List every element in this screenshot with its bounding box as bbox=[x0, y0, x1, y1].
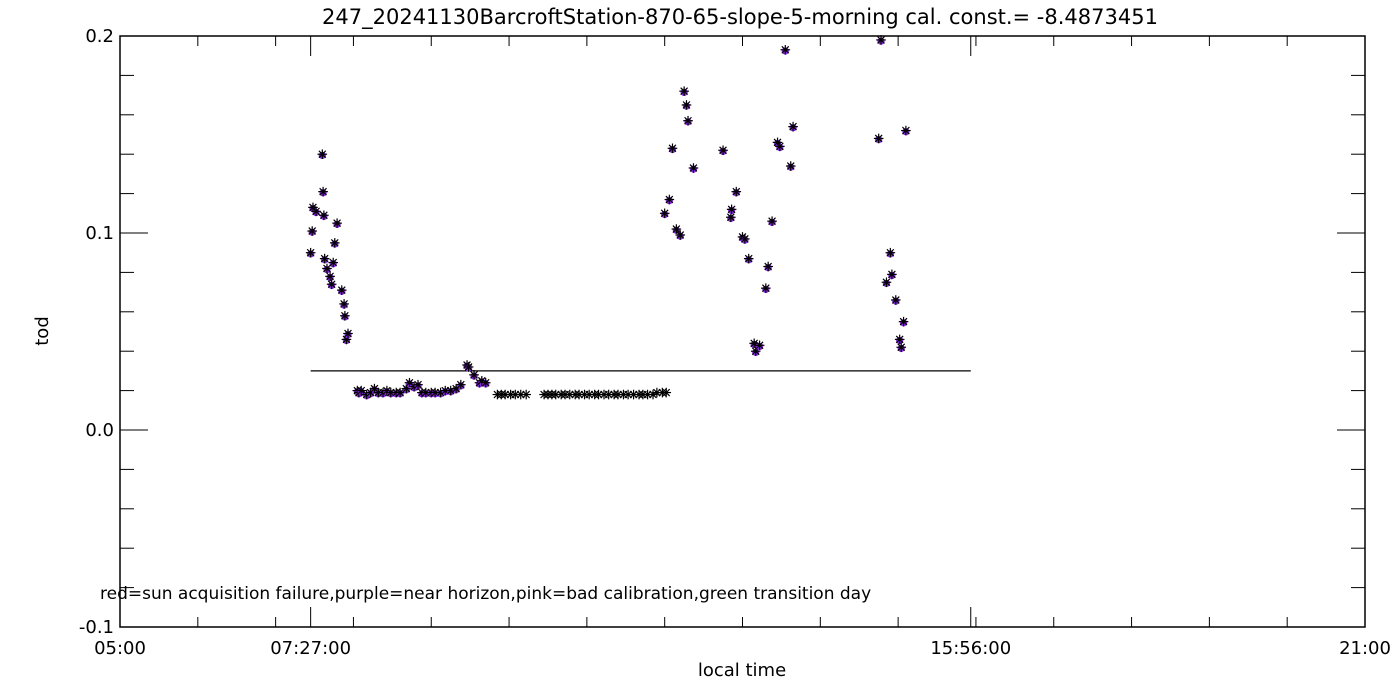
near-horizon-data-point bbox=[679, 86, 689, 97]
near-horizon-data-point bbox=[332, 218, 342, 229]
near-horizon-data-point bbox=[887, 269, 897, 280]
x-tick-label: 15:56:00 bbox=[930, 638, 1011, 659]
near-horizon-data-point bbox=[401, 383, 412, 394]
near-horizon-data-point bbox=[311, 206, 321, 217]
near-horizon-data-point bbox=[775, 141, 785, 152]
near-horizon-data-point bbox=[395, 387, 405, 398]
near-horizon-data-point bbox=[681, 100, 692, 110]
x-axis-label: local time bbox=[698, 660, 786, 681]
axis-ticks bbox=[119, 35, 1366, 628]
near-horizon-data-point bbox=[898, 316, 909, 327]
near-horizon-data-point bbox=[343, 328, 353, 339]
near-horizon-data-point bbox=[896, 342, 907, 353]
near-horizon-data-point bbox=[750, 346, 761, 357]
near-horizon-data-point bbox=[754, 340, 765, 351]
near-horizon-data-point bbox=[671, 224, 682, 234]
near-horizon-data-point bbox=[788, 121, 798, 132]
near-horizon-data-point bbox=[356, 385, 367, 396]
near-horizon-data-point bbox=[740, 234, 750, 244]
near-horizon-data-point bbox=[664, 194, 675, 205]
y-axis-label: tod bbox=[32, 316, 53, 346]
near-horizon-data-point bbox=[339, 299, 349, 309]
near-horizon-data-point bbox=[319, 253, 330, 264]
near-horizon-data-point bbox=[480, 377, 491, 388]
near-horizon-data-point bbox=[326, 279, 337, 290]
near-horizon-data-point bbox=[307, 226, 317, 236]
near-horizon-data-point bbox=[659, 208, 670, 219]
near-horizon-data-point bbox=[340, 310, 350, 321]
near-horizon-data-point bbox=[318, 186, 328, 197]
near-horizon-data-point bbox=[328, 257, 339, 268]
near-horizon-data-point bbox=[413, 379, 423, 390]
near-horizon-data-point bbox=[319, 210, 329, 221]
near-horizon-data-point bbox=[901, 125, 911, 136]
flag-color-legend: red=sun acquisition failure,purple=near … bbox=[100, 584, 871, 604]
near-horizon-data-point bbox=[683, 115, 693, 126]
near-horizon-data-point bbox=[726, 204, 737, 215]
near-horizon-data-point bbox=[743, 253, 754, 264]
near-horizon-data-point bbox=[325, 271, 335, 282]
near-horizon-data-point bbox=[317, 149, 328, 160]
near-horizon-data-point bbox=[726, 212, 736, 223]
x-tick-label: 21:00 bbox=[1339, 638, 1391, 659]
near-horizon-data-point bbox=[761, 283, 771, 294]
x-tick-label: 05:00 bbox=[94, 638, 146, 659]
near-horizon-data-point bbox=[667, 143, 678, 154]
y-tick-label: 0.0 bbox=[85, 420, 114, 441]
near-horizon-data-point bbox=[780, 44, 791, 55]
data-point bbox=[661, 387, 672, 398]
near-horizon-data-point bbox=[894, 334, 905, 345]
near-horizon-data-point bbox=[881, 277, 892, 288]
near-horizon-data-point bbox=[885, 247, 896, 258]
near-horizon-data-point bbox=[329, 238, 340, 248]
near-horizon-data-point bbox=[688, 163, 699, 173]
near-horizon-data-point bbox=[890, 295, 901, 305]
near-horizon-data-point bbox=[305, 247, 316, 258]
near-horizon-data-point bbox=[718, 145, 728, 156]
near-horizon-data-point bbox=[785, 161, 796, 171]
axis-tick-labels: 05:00 07:27:00 15:56:00 21:00 -0.1 0.0 0.1 0.2 bbox=[79, 26, 1391, 659]
near-horizon-data-point bbox=[469, 370, 479, 380]
data-point bbox=[521, 389, 531, 400]
near-horizon-data-point bbox=[873, 133, 884, 144]
near-horizon-data-point bbox=[336, 285, 347, 295]
data-points-layer bbox=[305, 35, 911, 400]
near-horizon-data-point bbox=[675, 230, 686, 240]
chart-title: 247_20241130BarcroftStation-870-65-slope… bbox=[322, 5, 1158, 30]
y-tick-label: -0.1 bbox=[79, 617, 114, 638]
near-horizon-data-point bbox=[456, 379, 466, 390]
x-tick-label: 07:27:00 bbox=[270, 638, 351, 659]
near-horizon-data-point bbox=[876, 35, 886, 45]
y-tick-label: 0.2 bbox=[85, 26, 114, 47]
near-horizon-data-point bbox=[463, 362, 474, 372]
y-tick-label: 0.1 bbox=[85, 223, 114, 244]
near-horizon-data-point bbox=[731, 186, 742, 197]
near-horizon-data-point bbox=[763, 261, 773, 272]
near-horizon-data-point bbox=[767, 216, 777, 227]
